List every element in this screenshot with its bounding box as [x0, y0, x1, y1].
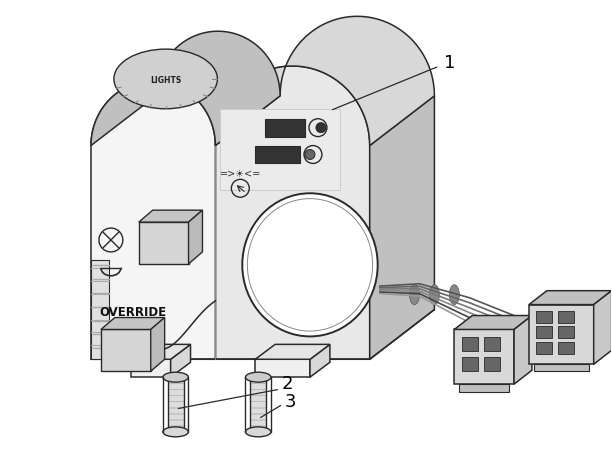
- Polygon shape: [594, 291, 611, 364]
- Polygon shape: [529, 291, 611, 304]
- Polygon shape: [215, 66, 370, 359]
- Polygon shape: [558, 342, 574, 354]
- Polygon shape: [215, 16, 435, 145]
- Polygon shape: [91, 31, 280, 145]
- Polygon shape: [454, 315, 532, 330]
- Polygon shape: [462, 357, 478, 371]
- Polygon shape: [131, 344, 190, 359]
- Bar: [168, 420, 184, 425]
- Bar: [250, 401, 266, 407]
- Polygon shape: [91, 260, 109, 359]
- Polygon shape: [370, 96, 435, 359]
- Polygon shape: [220, 109, 340, 190]
- Bar: [168, 377, 184, 432]
- Polygon shape: [454, 330, 514, 384]
- Ellipse shape: [163, 372, 188, 382]
- Text: LIGHTS: LIGHTS: [150, 76, 181, 86]
- Bar: [250, 395, 266, 401]
- Bar: [168, 390, 184, 395]
- Ellipse shape: [114, 49, 217, 109]
- Bar: [250, 408, 266, 413]
- Text: 3: 3: [285, 393, 297, 411]
- Polygon shape: [536, 342, 552, 354]
- Polygon shape: [91, 81, 215, 359]
- Polygon shape: [514, 315, 532, 384]
- Ellipse shape: [163, 427, 188, 437]
- Bar: [168, 383, 184, 389]
- Bar: [250, 377, 266, 383]
- Ellipse shape: [430, 285, 439, 304]
- Ellipse shape: [245, 427, 271, 437]
- Polygon shape: [534, 364, 589, 371]
- Text: =>☀<=: =>☀<=: [220, 168, 261, 179]
- Polygon shape: [265, 119, 305, 137]
- Polygon shape: [255, 145, 300, 163]
- Polygon shape: [459, 384, 509, 392]
- Text: OVERRIDE: OVERRIDE: [99, 306, 166, 319]
- Polygon shape: [536, 326, 552, 338]
- Bar: [168, 377, 184, 383]
- Polygon shape: [255, 359, 310, 377]
- Polygon shape: [558, 311, 574, 323]
- Bar: [250, 414, 266, 419]
- Text: 1: 1: [444, 54, 456, 72]
- Bar: [168, 395, 184, 401]
- Bar: [168, 414, 184, 419]
- Bar: [250, 426, 266, 431]
- Polygon shape: [139, 210, 203, 222]
- Polygon shape: [484, 337, 500, 352]
- Polygon shape: [255, 344, 330, 359]
- Bar: [250, 383, 266, 389]
- Ellipse shape: [449, 285, 459, 304]
- Bar: [250, 377, 266, 432]
- Polygon shape: [151, 317, 165, 371]
- Polygon shape: [131, 359, 171, 377]
- Polygon shape: [558, 326, 574, 338]
- Polygon shape: [139, 222, 188, 264]
- Bar: [250, 420, 266, 425]
- Polygon shape: [310, 344, 330, 377]
- Polygon shape: [101, 330, 151, 371]
- Polygon shape: [484, 357, 500, 371]
- Bar: [168, 408, 184, 413]
- Polygon shape: [536, 311, 552, 323]
- Text: 2: 2: [282, 375, 294, 393]
- Polygon shape: [529, 304, 594, 364]
- Ellipse shape: [409, 285, 419, 304]
- Polygon shape: [462, 337, 478, 352]
- Ellipse shape: [245, 372, 271, 382]
- Bar: [250, 390, 266, 395]
- Polygon shape: [188, 210, 203, 264]
- Circle shape: [316, 123, 326, 133]
- Polygon shape: [101, 317, 165, 330]
- Bar: [168, 401, 184, 407]
- Bar: [168, 426, 184, 431]
- Ellipse shape: [242, 193, 378, 336]
- Polygon shape: [171, 344, 190, 377]
- Circle shape: [305, 150, 315, 160]
